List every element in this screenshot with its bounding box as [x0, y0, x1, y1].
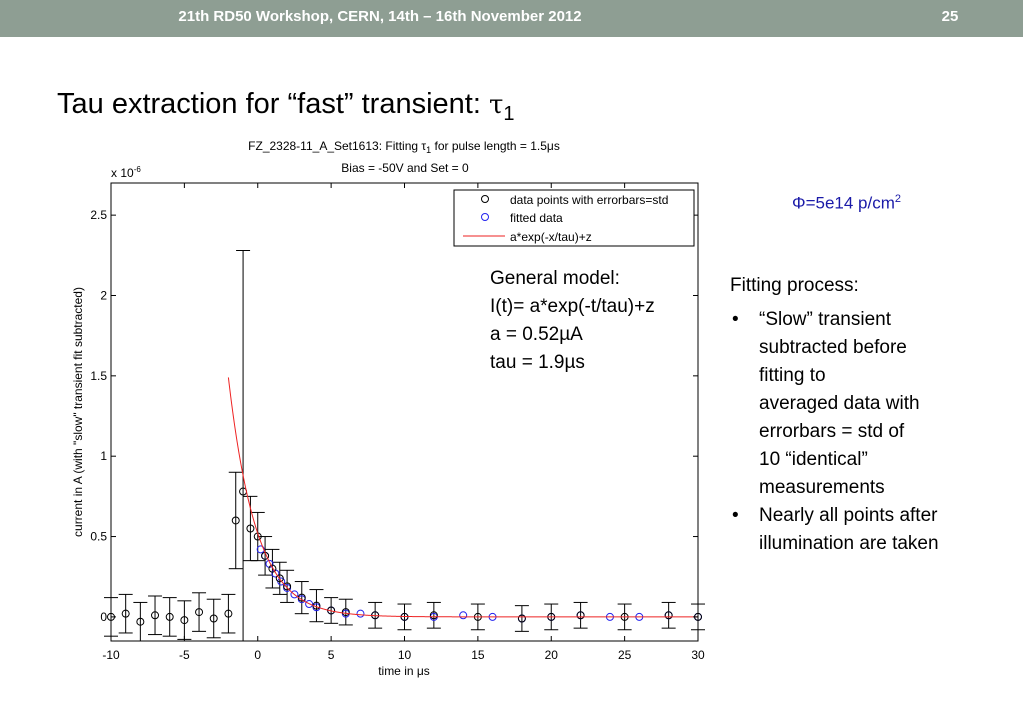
data-point — [246, 524, 255, 533]
data-point — [341, 608, 350, 617]
x-tick-label: 10 — [398, 648, 412, 662]
plot-area — [111, 183, 698, 641]
data-point — [195, 608, 204, 617]
fitted-point — [305, 600, 314, 609]
fitting-heading: Fitting process: — [730, 275, 859, 296]
chart-title-line1: FZ_2328-11_A_Set1613: Fitting τ1 for pul… — [248, 139, 560, 155]
model-annotation: General model: I(t)= a*exp(-t/tau)+z a =… — [490, 268, 655, 373]
data-point — [576, 611, 585, 620]
data-point — [275, 574, 284, 583]
fitting-bullets: “Slow” transient subtracted before fitting… — [730, 306, 1020, 558]
x-tick-label: 20 — [545, 648, 559, 662]
y-axis: 0 0.5 1 1.5 2 2.5 — [90, 208, 698, 624]
model-line-heading: General model: — [490, 268, 620, 289]
fitting-bullet-line: fitting to — [759, 365, 826, 386]
fluence-superscript: 2 — [894, 193, 902, 205]
legend-box — [453, 189, 695, 247]
legend-marker-fitted — [481, 213, 489, 221]
chart-title: FZ_2328-11_A_Set1613: Fitting τ1 for pul… — [248, 139, 560, 175]
x-tick-label: -5 — [179, 648, 190, 662]
data-point — [151, 611, 160, 620]
fitting-bullet-line: measurements — [759, 477, 885, 498]
data-point — [136, 617, 145, 626]
data-point — [664, 611, 673, 620]
x-tick-label: 5 — [328, 648, 335, 662]
data-point — [283, 582, 292, 591]
y-tick-label: 2.5 — [90, 208, 107, 222]
model-line-tau: tau = 1.9µs — [490, 352, 585, 373]
header-bar: 21th RD50 Workshop, CERN, 14th – 16th No… — [0, 0, 1023, 37]
slide-title-subscript: 1 — [503, 102, 515, 125]
x-axis-label: time in μs — [378, 664, 430, 678]
fluence-label: Φ=5e14 p/cm2 — [792, 193, 901, 214]
fitting-bullet-line: “Slow” transient — [759, 309, 891, 330]
fitting-bullet-line: subtracted before — [759, 337, 907, 358]
data-point — [209, 614, 218, 623]
slide-number: 25 — [941, 8, 959, 25]
fluence-symbol: Φ — [792, 193, 806, 213]
y-tick-label: 2 — [100, 288, 107, 302]
fitting-bullet-line: illumination are taken — [759, 533, 939, 554]
x-tick-label: 15 — [471, 648, 485, 662]
model-line-equation: I(t)= a*exp(-t/tau)+z — [490, 296, 655, 317]
x-axis: -10 -5 0 5 10 15 20 25 30 — [102, 183, 705, 662]
x-tick-label: 30 — [691, 648, 705, 662]
slide-title-symbol: τ — [488, 90, 504, 120]
legend-entry-fitted: fitted data — [510, 211, 563, 225]
fitting-bullet: Nearly all points after illumination are … — [730, 502, 1020, 558]
fitting-bullet: “Slow” transient subtracted before fitting… — [730, 306, 1020, 502]
x-tick-label: -10 — [102, 648, 120, 662]
plot-background — [111, 183, 698, 641]
data-point — [429, 611, 438, 620]
legend-entry-data: data points with errorbars=std — [510, 193, 668, 207]
fitted-point — [459, 611, 468, 620]
data-point — [224, 609, 233, 618]
legend-marker-data — [481, 195, 489, 203]
data-point — [231, 516, 240, 525]
y-multiplier: x 10-6 — [111, 165, 141, 180]
y-tick-label: 0.5 — [90, 530, 107, 544]
chart-title-line2: Bias = -50V and Set = 0 — [341, 161, 469, 175]
data-point — [121, 609, 130, 618]
header-text: 21th RD50 Workshop, CERN, 14th – 16th No… — [178, 8, 582, 25]
x-tick-label: 25 — [618, 648, 632, 662]
fluence-text: =5e14 p/cm — [805, 193, 895, 213]
legend: data points with errorbars=std fitted da… — [453, 189, 695, 247]
fitted-point — [290, 590, 299, 599]
fitting-bullet-line: averaged data with — [759, 393, 920, 414]
y-tick-label: 1.5 — [90, 369, 107, 383]
data-point — [517, 614, 526, 623]
slide-title: Tau extraction for “fast” transient: τ1 — [57, 88, 514, 126]
y-tick-label: 0 — [100, 610, 107, 624]
y-tick-label: 1 — [100, 449, 107, 463]
legend-entry-fit: a*exp(-x/tau)+z — [510, 230, 592, 244]
fit-curve — [227, 377, 698, 618]
x-tick-label: 0 — [254, 648, 261, 662]
data-point — [268, 564, 277, 573]
slide-title-text: Tau extraction for “fast” transient: — [57, 88, 489, 120]
data-point — [180, 616, 189, 625]
fitting-bullet-line: 10 “identical” — [759, 449, 868, 470]
model-line-a: a = 0.52µA — [490, 324, 583, 345]
fitting-bullet-line: Nearly all points after — [759, 505, 938, 526]
y-axis-label: current in A (with "slow" transient fit … — [71, 287, 85, 537]
data-point — [165, 612, 174, 621]
fitting-bullet-line: errorbars = std of — [759, 421, 905, 442]
fitted-point — [356, 609, 365, 618]
